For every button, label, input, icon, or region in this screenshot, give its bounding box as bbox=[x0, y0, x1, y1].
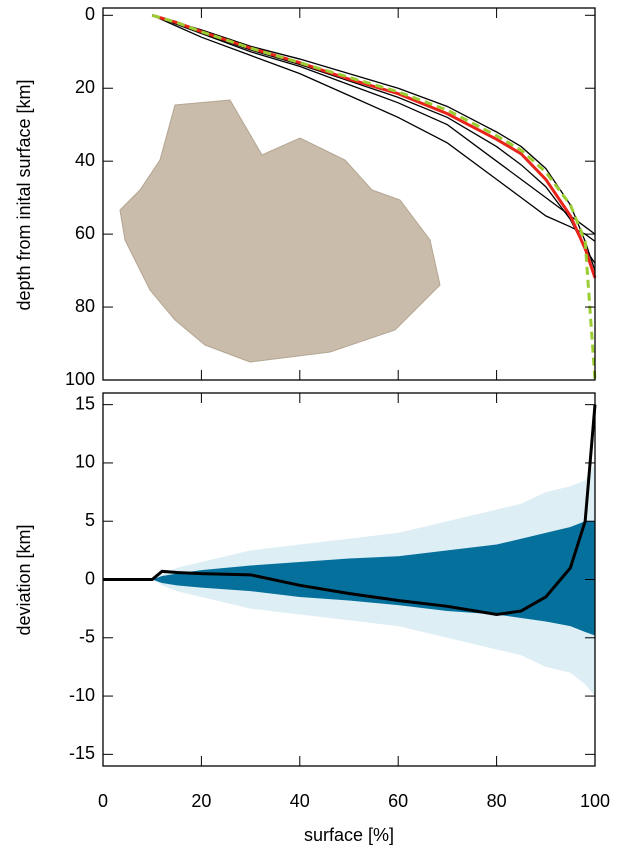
line bbox=[151, 13, 597, 381]
x-tick-label: 0 bbox=[98, 791, 108, 811]
y-tick-label: 15 bbox=[75, 393, 95, 413]
y-tick-label: 100 bbox=[65, 369, 95, 389]
y-tick-label: 60 bbox=[75, 223, 95, 243]
y-tick-label: 40 bbox=[75, 150, 95, 170]
line bbox=[151, 14, 596, 242]
x-tick-label: 20 bbox=[191, 791, 211, 811]
y-axis-title: depth from inital surface [km] bbox=[14, 79, 34, 310]
x-tick-label: 80 bbox=[487, 791, 507, 811]
y-tick-label: -15 bbox=[69, 743, 95, 763]
y-tick-label: -5 bbox=[79, 627, 95, 647]
band bbox=[103, 521, 595, 636]
x-axis-title: surface [%] bbox=[304, 825, 394, 845]
comet-image bbox=[119, 99, 441, 363]
x-tick-label: 100 bbox=[580, 791, 610, 811]
plot-frame bbox=[102, 7, 596, 381]
y-tick-label: 0 bbox=[85, 4, 95, 24]
y-tick-label: 0 bbox=[85, 568, 95, 588]
x-tick-label: 60 bbox=[388, 791, 408, 811]
x-tick-label: 40 bbox=[290, 791, 310, 811]
y-tick-label: -10 bbox=[69, 685, 95, 705]
line bbox=[103, 404, 597, 616]
y-tick-label: 5 bbox=[85, 510, 95, 530]
y-tick-label: 80 bbox=[75, 296, 95, 316]
line bbox=[151, 13, 597, 279]
y-tick-label: 10 bbox=[75, 452, 95, 472]
y-axis-title: deviation [km] bbox=[14, 524, 34, 635]
y-tick-label: 20 bbox=[75, 77, 95, 97]
line bbox=[151, 14, 596, 235]
